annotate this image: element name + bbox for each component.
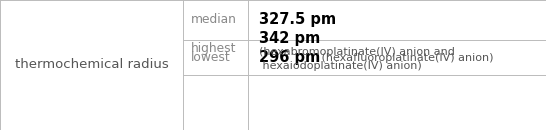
Text: highest: highest [191, 42, 236, 55]
Text: (hexafluoroplatinate(IV) anion): (hexafluoroplatinate(IV) anion) [318, 53, 493, 63]
Text: 342 pm: 342 pm [259, 31, 321, 46]
Text: thermochemical radius: thermochemical radius [15, 58, 168, 72]
Text: (hexabromoplatinate(IV) anion and
 hexaiodoplatinate(IV) anion): (hexabromoplatinate(IV) anion and hexaio… [259, 47, 455, 71]
Text: median: median [191, 13, 237, 26]
Text: 296 pm: 296 pm [259, 50, 321, 65]
Text: 327.5 pm: 327.5 pm [259, 12, 336, 27]
Text: lowest: lowest [191, 51, 231, 64]
